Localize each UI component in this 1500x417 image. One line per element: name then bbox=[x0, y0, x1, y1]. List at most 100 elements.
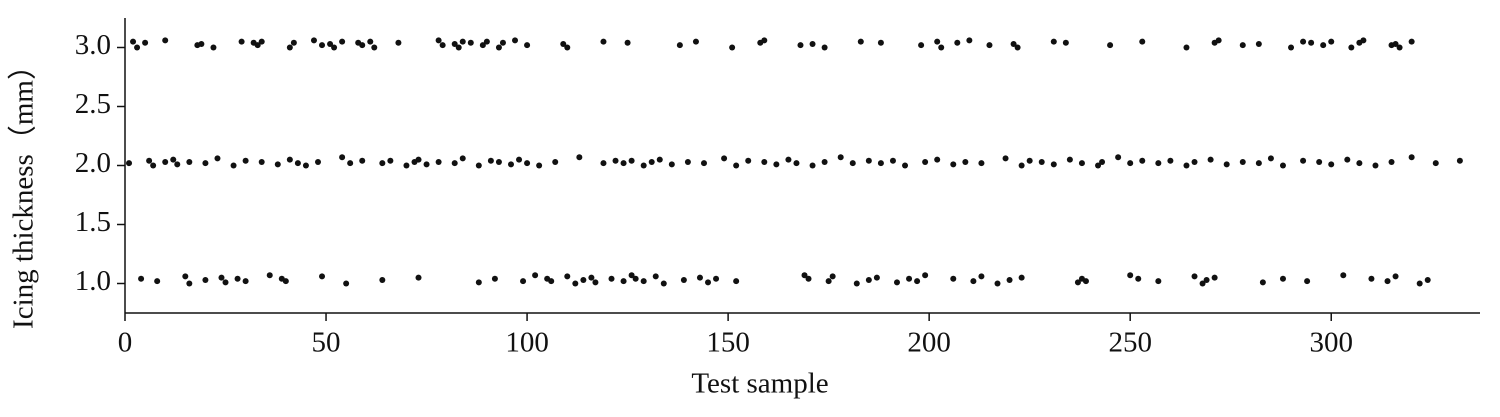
x-tick-label: 200 bbox=[907, 327, 951, 359]
point bbox=[1010, 40, 1017, 47]
point bbox=[1259, 279, 1266, 286]
point bbox=[950, 161, 957, 168]
point bbox=[222, 279, 229, 286]
point bbox=[801, 272, 808, 279]
point bbox=[435, 37, 442, 44]
point bbox=[1215, 37, 1222, 44]
point bbox=[1115, 154, 1122, 161]
point bbox=[680, 276, 687, 283]
point bbox=[415, 156, 422, 163]
point bbox=[1006, 276, 1013, 283]
point bbox=[1304, 278, 1311, 285]
point bbox=[339, 38, 346, 45]
point bbox=[130, 38, 137, 45]
point bbox=[186, 158, 193, 165]
point bbox=[889, 157, 896, 164]
point bbox=[612, 157, 619, 164]
x-tick-label: 100 bbox=[505, 327, 549, 359]
point bbox=[134, 44, 141, 51]
point bbox=[1328, 161, 1335, 168]
point bbox=[809, 162, 816, 169]
point bbox=[524, 42, 531, 49]
point bbox=[182, 273, 189, 280]
point bbox=[600, 160, 607, 167]
point bbox=[1328, 38, 1335, 45]
point bbox=[286, 44, 293, 51]
point bbox=[608, 275, 615, 282]
point bbox=[978, 273, 985, 280]
point bbox=[1203, 276, 1210, 283]
point bbox=[733, 278, 740, 285]
point bbox=[1316, 158, 1323, 165]
point bbox=[371, 44, 378, 51]
point bbox=[588, 274, 595, 281]
point bbox=[1360, 37, 1367, 44]
point bbox=[423, 161, 430, 168]
point bbox=[319, 273, 326, 280]
point bbox=[1456, 157, 1463, 164]
point bbox=[1223, 161, 1230, 168]
point bbox=[1127, 272, 1134, 279]
point bbox=[1255, 160, 1262, 167]
point bbox=[592, 279, 599, 286]
point bbox=[319, 42, 326, 49]
point bbox=[793, 160, 800, 167]
point bbox=[274, 161, 281, 168]
point bbox=[499, 39, 506, 46]
point bbox=[640, 278, 647, 285]
point bbox=[1002, 155, 1009, 162]
point bbox=[174, 161, 181, 168]
point bbox=[202, 160, 209, 167]
point bbox=[451, 160, 458, 167]
point bbox=[994, 280, 1001, 287]
point bbox=[339, 154, 346, 161]
point bbox=[238, 38, 245, 45]
point bbox=[1432, 160, 1439, 167]
point bbox=[1308, 39, 1315, 46]
point bbox=[186, 280, 193, 287]
point bbox=[403, 162, 410, 169]
y-tick-label: 2.5 bbox=[75, 88, 111, 120]
point bbox=[359, 42, 366, 49]
point bbox=[576, 154, 583, 161]
point bbox=[877, 160, 884, 167]
point bbox=[142, 39, 149, 46]
point bbox=[620, 160, 627, 167]
point bbox=[934, 38, 941, 45]
point bbox=[1340, 272, 1347, 279]
point bbox=[1095, 162, 1102, 169]
point bbox=[282, 278, 289, 285]
point bbox=[865, 276, 872, 283]
point bbox=[986, 42, 993, 49]
point bbox=[1050, 38, 1057, 45]
point bbox=[564, 273, 571, 280]
point bbox=[1424, 276, 1431, 283]
point bbox=[524, 160, 531, 167]
point bbox=[242, 157, 249, 164]
point bbox=[914, 278, 921, 285]
point bbox=[1026, 157, 1033, 164]
point bbox=[512, 37, 519, 44]
point bbox=[1408, 154, 1415, 161]
point bbox=[821, 158, 828, 165]
x-tick-label: 250 bbox=[1108, 327, 1152, 359]
point bbox=[395, 39, 402, 46]
point bbox=[580, 276, 587, 283]
y-tick-label: 1.0 bbox=[75, 265, 111, 297]
point bbox=[347, 160, 354, 167]
point bbox=[1139, 157, 1146, 164]
point bbox=[138, 275, 145, 282]
point bbox=[877, 39, 884, 46]
point bbox=[829, 273, 836, 280]
point bbox=[1074, 279, 1081, 286]
x-tick-label: 0 bbox=[118, 327, 133, 359]
point bbox=[254, 42, 261, 49]
point bbox=[162, 37, 169, 44]
point bbox=[1396, 44, 1403, 51]
point bbox=[1279, 275, 1286, 282]
point bbox=[922, 158, 929, 165]
point bbox=[1199, 280, 1206, 287]
point bbox=[1038, 158, 1045, 165]
point bbox=[294, 160, 301, 167]
